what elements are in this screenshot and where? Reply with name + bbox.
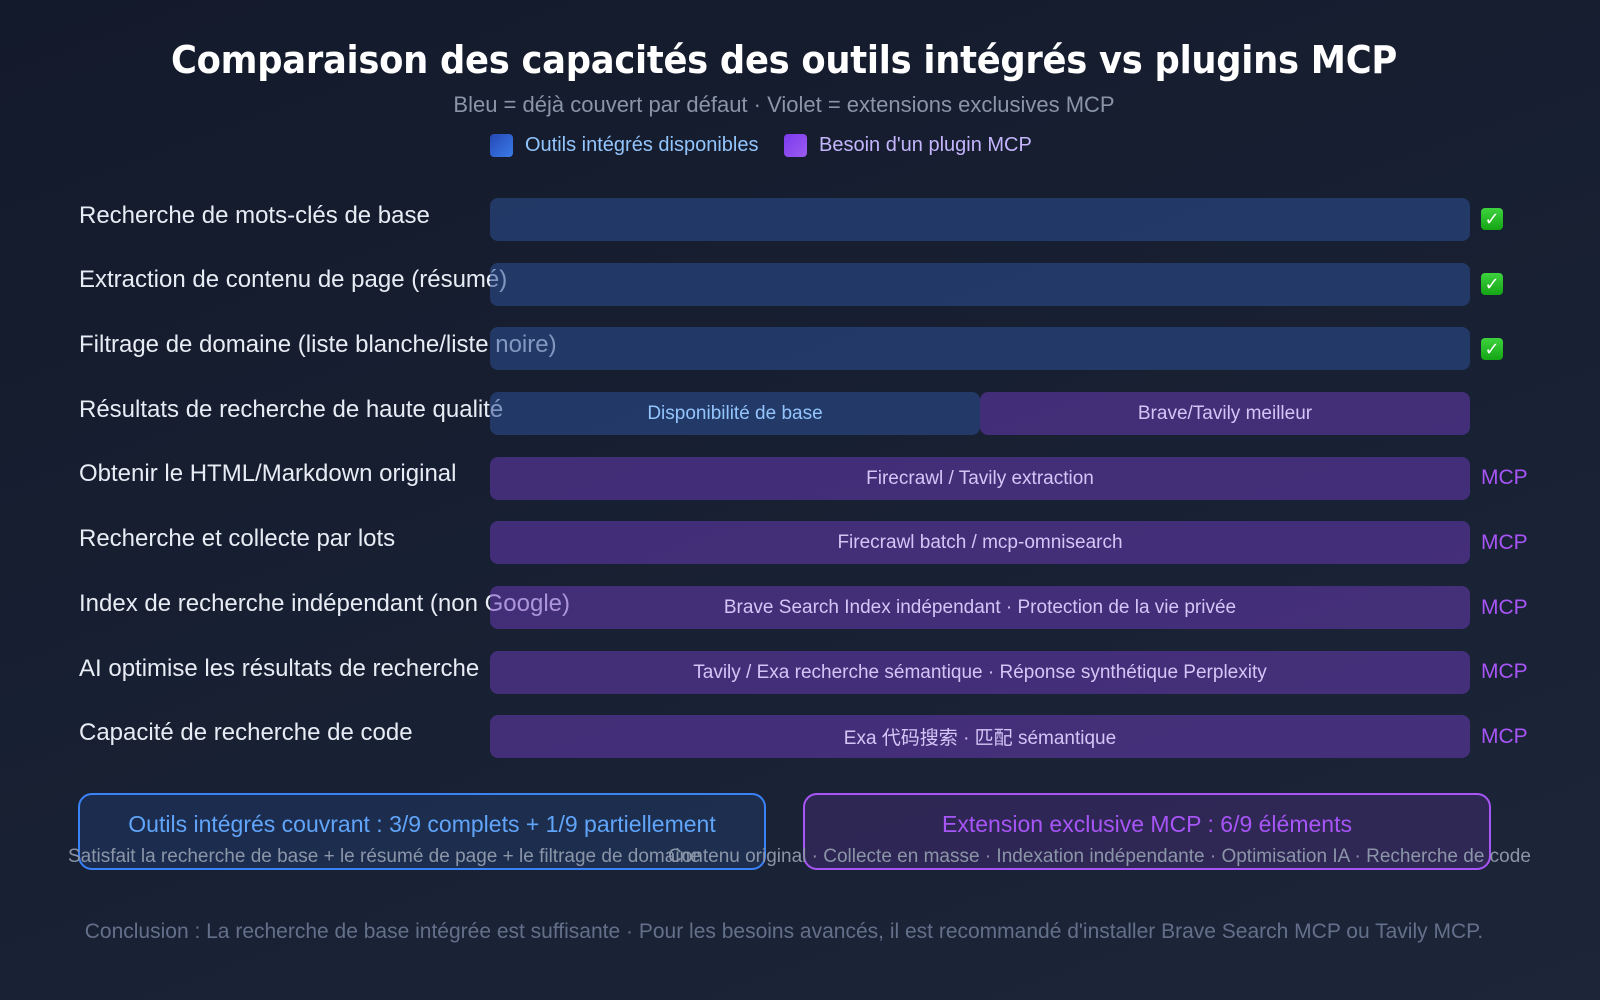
legend-label: Outils intégrés disponibles — [525, 134, 759, 156]
legend-swatch-purple-icon — [784, 134, 807, 157]
row-label: Résultats de recherche de haute qualité — [79, 396, 504, 423]
mcp-tag: MCP — [1481, 596, 1528, 619]
row-label: Obtenir le HTML/Markdown original — [79, 460, 457, 487]
bar-mcp: Firecrawl / Tavily extraction — [490, 457, 1470, 500]
summary-box-builtin: Outils intégrés couvrant : 3/9 complets … — [78, 793, 766, 870]
summary-subtitle-mcp: Contenu original · Collecte en masse · I… — [668, 846, 1531, 867]
bar-mcp: Tavily / Exa recherche sémantique · Répo… — [490, 651, 1470, 694]
summary-subtitle-builtin: Satisfait la recherche de base + le résu… — [68, 846, 701, 867]
legend-item-mcp: Besoin d'un plugin MCP — [784, 134, 1032, 157]
legend: Outils intégrés disponibles Besoin d'un … — [0, 134, 1600, 164]
chart-title: Comparaison des capacités des outils int… — [171, 38, 1397, 82]
bar-builtin — [490, 263, 1470, 306]
bar-builtin: Disponibilité de base — [490, 392, 980, 435]
mcp-tag: MCP — [1481, 725, 1528, 748]
summary-box-mcp: Extension exclusive MCP : 6/9 éléments — [803, 793, 1491, 870]
mcp-tag: MCP — [1481, 466, 1528, 489]
check-icon: ✓ — [1481, 273, 1503, 295]
row-label: Extraction de contenu de page (résumé) — [79, 266, 508, 293]
legend-label: Besoin d'un plugin MCP — [819, 134, 1032, 156]
bar-builtin — [490, 327, 1470, 370]
bar-mcp: Brave/Tavily meilleur — [980, 392, 1470, 435]
summary-title-mcp: Extension exclusive MCP : 6/9 éléments — [942, 811, 1352, 837]
legend-item-builtin: Outils intégrés disponibles — [490, 134, 758, 157]
row-label: Filtrage de domaine (liste blanche/liste… — [79, 331, 557, 358]
chart-subtitle: Bleu = déjà couvert par défaut · Violet … — [453, 92, 1115, 117]
bar-mcp: Brave Search Index indépendant · Protect… — [490, 586, 1470, 629]
mcp-tag: MCP — [1481, 531, 1528, 554]
row-label: Index de recherche indépendant (non Goog… — [79, 590, 571, 617]
bar-mcp: Exa 代码搜索 · 匹配 sémantique — [490, 715, 1470, 758]
mcp-tag: MCP — [1481, 660, 1528, 683]
check-icon: ✓ — [1481, 338, 1503, 360]
check-icon: ✓ — [1481, 208, 1503, 230]
bar-mcp: Firecrawl batch / mcp-omnisearch — [490, 521, 1470, 564]
conclusion-footer: Conclusion : La recherche de base intégr… — [84, 920, 1484, 943]
legend-swatch-blue-icon — [490, 134, 513, 157]
row-label: AI optimise les résultats de recherche — [79, 655, 480, 682]
row-label: Capacité de recherche de code — [79, 719, 413, 746]
summary-title-builtin: Outils intégrés couvrant : 3/9 complets … — [128, 811, 716, 837]
bar-builtin — [490, 198, 1470, 241]
row-label: Recherche et collecte par lots — [79, 525, 396, 552]
row-label: Recherche de mots-clés de base — [79, 202, 430, 229]
